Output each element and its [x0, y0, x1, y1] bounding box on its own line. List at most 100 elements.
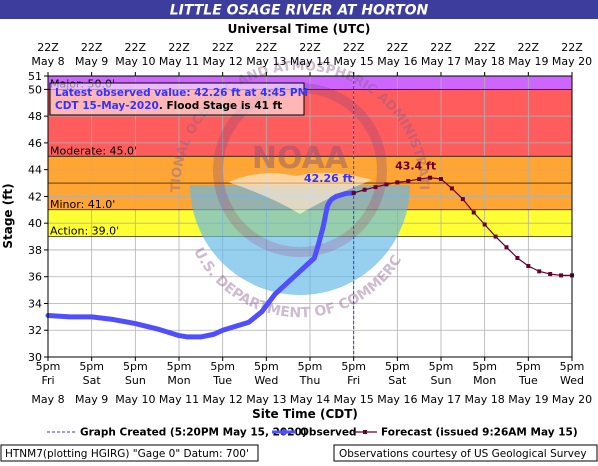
notice-date: CDT 15-May-2020 — [55, 100, 159, 112]
y-tick-label: 50 — [28, 83, 42, 96]
notice-line-2: CDT 15-May-2020. Flood Stage is 41 ft — [55, 100, 282, 112]
x-bottom-tick-time: 5pm — [341, 360, 366, 373]
forecast-point — [515, 255, 520, 260]
forecast-point — [460, 197, 465, 202]
x-bottom-tick-dow: Fri — [41, 374, 54, 387]
x-top-tick-hour: 22Z — [430, 41, 452, 54]
observed-point — [285, 279, 291, 285]
observed-point — [347, 190, 352, 196]
x-bottom-tick-date: May 12 — [203, 393, 243, 406]
x-bottom-tick-time: 5pm — [560, 360, 585, 373]
notice-box — [49, 82, 305, 116]
x-bottom-tick-time: 5pm — [385, 360, 410, 373]
x-top-tick-hour: 22Z — [81, 41, 103, 54]
observed-point — [154, 326, 160, 332]
forecast-point — [526, 264, 531, 269]
y-tick-label: 36 — [28, 271, 42, 284]
x-top-tick-hour: 22Z — [256, 41, 278, 54]
x-bottom-tick-date: May 15 — [334, 393, 374, 406]
legend-forecast-marker — [363, 430, 367, 434]
x-bottom-tick-dow: Fri — [347, 374, 360, 387]
notice-line-1: Latest observed value: 42.26 ft at 4:45 … — [55, 87, 308, 99]
x-bottom-tick-time: 5pm — [36, 360, 61, 373]
x-bottom-tick-dow: Tue — [518, 374, 538, 387]
y-tick-label: 38 — [28, 244, 42, 257]
x-bottom-tick-time: 5pm — [167, 360, 192, 373]
observed-point — [294, 271, 300, 277]
observed-point — [259, 309, 265, 314]
observed-point — [303, 263, 308, 269]
observed-point — [133, 321, 138, 326]
forecast-point — [471, 210, 476, 215]
observed-point — [185, 334, 190, 340]
observed-point — [342, 191, 348, 196]
x-bottom-tick-time: 5pm — [210, 360, 235, 373]
forecast-point — [449, 186, 454, 191]
x-bottom-tick-date: May 20 — [552, 393, 592, 406]
credit-text: Observations courtesy of US Geological S… — [339, 448, 587, 460]
x-top-tick-date: May 16 — [377, 55, 417, 68]
x-bottom-tick-dow: Sat — [388, 374, 407, 387]
x-bottom-tick-time: 5pm — [123, 360, 148, 373]
watermark-blue-half — [190, 185, 410, 295]
x-bottom-tick-date: May 8 — [31, 393, 64, 406]
forecast-point — [504, 245, 509, 250]
x-top-tick-hour: 22Z — [343, 41, 365, 54]
forecast-point — [384, 182, 389, 187]
x-top-tick-hour: 22Z — [518, 41, 540, 54]
legend: Graph Created (5:20PM May 15, 2020) Obse… — [47, 427, 578, 439]
x-bottom-tick-dow: Sun — [125, 374, 146, 387]
forecast-point — [428, 175, 433, 180]
utc-axis-title: Universal Time (UTC) — [228, 22, 371, 36]
x-top-tick-hour: 22Z — [474, 41, 496, 54]
x-bottom-tick-date: May 17 — [421, 393, 461, 406]
x-bottom-tick-date: May 16 — [377, 393, 417, 406]
x-bottom-tick-date: May 14 — [290, 393, 330, 406]
band-label-action: Action: 39.0' — [50, 225, 119, 238]
x-top-tick-hour: 22Z — [212, 41, 234, 54]
y-tick-label: 42 — [28, 190, 42, 203]
y-tick-label: 51 — [28, 70, 42, 83]
forecast-point — [493, 234, 498, 239]
observed-point — [329, 196, 335, 202]
y-tick-label: 34 — [28, 297, 42, 310]
observed-point — [325, 203, 330, 208]
forecast-point — [537, 269, 542, 274]
observed-point — [320, 225, 326, 230]
data-series: 42.26 ft 43.4 ft — [45, 76, 574, 357]
legend-forecast-label: Forecast (issued 9:26AM May 15) — [381, 427, 578, 439]
station-info-text: HTNM7(plotting HGIRG) "Gage 0" Datum: 70… — [5, 448, 249, 460]
observed-point — [233, 324, 238, 329]
annotation-forecast-value: 43.4 ft — [395, 160, 436, 173]
watermark-noaa-text: NOAA — [252, 141, 349, 176]
observed-point — [220, 328, 225, 333]
watermark-gull — [228, 172, 372, 214]
x-top-tick-date: May 13 — [246, 55, 286, 68]
x-bottom-tick-date: May 11 — [159, 393, 199, 406]
x-bottom-tick-date: May 19 — [508, 393, 548, 406]
observed-point — [198, 334, 204, 340]
x-bottom-tick-date: May 13 — [246, 393, 286, 406]
x-top-tick-hour: 22Z — [125, 41, 147, 54]
y-tick-label: 40 — [28, 217, 42, 230]
credit-box — [333, 444, 598, 462]
x-top-tick-hour: 22Z — [561, 41, 583, 54]
legend-observed-marker — [281, 429, 287, 435]
x-bottom-tick-time: 5pm — [79, 360, 104, 373]
x-top-tick-date: May 14 — [290, 55, 330, 68]
x-bottom-tick-date: May 9 — [75, 393, 108, 406]
forecast-point — [417, 177, 422, 182]
observed-point — [334, 194, 339, 199]
observed-point — [316, 241, 321, 246]
x-top-tick-date: May 17 — [421, 55, 461, 68]
band-label-moderate: Moderate: 45.0' — [50, 144, 137, 157]
observed-point — [211, 332, 217, 337]
forecast-point — [482, 222, 487, 227]
x-bottom-tick-dow: Wed — [560, 374, 584, 387]
x-bottom-tick-dow: Tue — [212, 374, 232, 387]
x-bottom-tick-dow: Mon — [473, 374, 496, 387]
forecast-point — [548, 272, 553, 277]
x-bottom-tick-date: May 10 — [115, 393, 155, 406]
